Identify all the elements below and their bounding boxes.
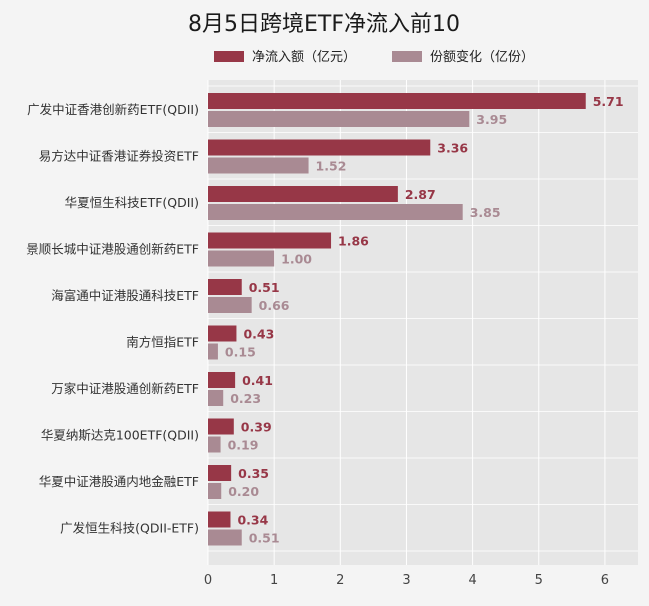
category-label: 海富通中证港股通科技ETF [51,288,199,303]
x-tick-label: 2 [336,573,344,588]
category-labels: 广发中证香港创新药ETF(QDII) 易方达中证香港证券投资ETF 华夏恒生科技ET… [26,102,199,536]
bar [208,279,242,295]
category-label: 景顺长城中证港股通创新药ETF [26,242,199,257]
data-label: 0.66 [259,298,290,313]
category-label: 华夏中证港股通内地金融ETF [39,474,199,489]
category-label: 华夏恒生科技ETF(QDII) [65,195,199,210]
data-label: 0.41 [242,373,273,388]
category-label: 广发中证香港创新药ETF(QDII) [27,102,199,117]
data-label: 0.15 [225,345,256,360]
data-label: 2.87 [405,187,436,202]
bar [208,297,252,313]
x-tick-label: 3 [402,573,410,588]
bar [208,250,275,267]
x-axis-ticks: 0 1 2 3 4 5 6 [204,573,609,588]
category-label: 易方达中证香港证券投资ETF [39,149,199,164]
category-label: 广发恒生科技(QDII-ETF) [60,521,199,536]
data-label: 0.34 [237,513,268,528]
legend-swatch [214,51,244,62]
chart-title: 8月5日跨境ETF净流入前10 [188,12,460,37]
data-label: 5.71 [593,94,624,109]
legend-label: 份额变化（亿份） [430,49,534,65]
bar [208,232,332,249]
x-tick-label: 6 [601,573,609,588]
x-tick-label: 4 [468,573,476,588]
data-label: 1.86 [338,234,369,249]
bar [208,186,398,202]
bar [208,372,236,388]
data-label: 0.20 [228,484,259,499]
bar [208,139,431,156]
data-label: 3.95 [476,112,507,127]
bars-group: 5.713.953.361.522.873.851.861.000.510.66… [208,93,624,546]
data-label: 0.51 [249,280,280,295]
bar [208,93,586,109]
data-label: 0.19 [228,438,259,453]
data-label: 0.35 [238,466,269,481]
bar [208,465,232,481]
x-tick-label: 1 [270,573,278,588]
legend-swatch [392,51,422,62]
category-label: 南方恒指ETF [126,335,199,350]
bar [208,325,237,342]
x-tick-label: 5 [535,573,543,588]
data-label: 3.36 [437,141,468,156]
bar [208,529,242,546]
data-label: 0.23 [230,391,261,406]
data-label: 0.51 [249,531,280,546]
bar [208,418,234,435]
bar [208,157,309,174]
category-label: 万家中证港股通创新药ETF [51,381,199,396]
data-label: 0.43 [243,327,274,342]
bar [208,511,231,528]
bar [208,483,222,499]
bar [208,343,218,360]
bar [208,436,221,453]
x-tick-label: 0 [204,573,212,588]
data-label: 1.00 [281,252,312,267]
legend: 净流入额（亿元） 份额变化（亿份） [214,49,534,65]
data-label: 3.85 [470,205,501,220]
data-label: 0.39 [241,420,272,435]
bar [208,111,470,127]
legend-label: 净流入额（亿元） [252,50,356,65]
bar [208,204,463,220]
grid-lines [207,80,638,565]
bar [208,390,224,406]
category-label: 华夏纳斯达克100ETF(QDII) [41,428,199,443]
data-label: 1.52 [316,159,347,174]
